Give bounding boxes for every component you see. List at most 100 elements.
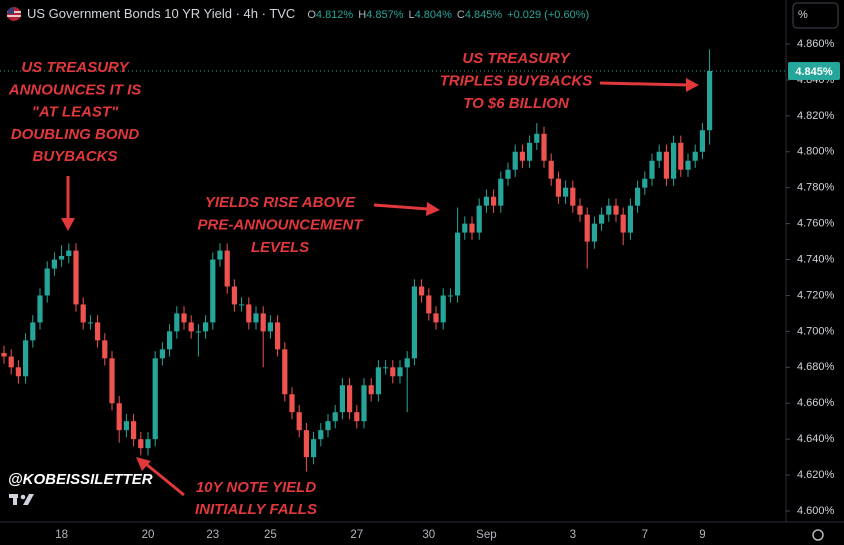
candle-body xyxy=(23,340,29,377)
y-tick-label: 4.720% xyxy=(797,289,835,301)
candle-body xyxy=(469,223,475,233)
candle-body xyxy=(656,151,662,161)
ohlc-value: 4.857% xyxy=(366,9,404,21)
annotation-line: YIELDS RISE ABOVE xyxy=(205,194,356,211)
candle-body xyxy=(282,349,288,395)
candle-body xyxy=(275,322,281,350)
annotation-line: PRE-ANNOUNCEMENT xyxy=(198,216,365,233)
candle-body xyxy=(361,385,367,422)
annotation-line: 10Y NOTE YIELD xyxy=(196,479,316,496)
candle-body xyxy=(152,358,158,440)
candle-body xyxy=(239,304,245,306)
candle-body xyxy=(1,352,7,357)
candle-body xyxy=(584,214,590,242)
candle-body xyxy=(707,70,713,131)
candle-body xyxy=(217,250,223,260)
candle-body xyxy=(548,160,554,179)
watermark: @KOBEISSILETTER xyxy=(8,471,153,488)
candle-body xyxy=(123,421,129,431)
candle-body xyxy=(289,394,295,413)
candle-body xyxy=(685,160,691,170)
ohlc-key: O xyxy=(307,9,316,21)
last-price-box xyxy=(788,61,840,80)
candle-body xyxy=(663,151,669,179)
x-tick-label: 3 xyxy=(570,529,576,541)
candle-body xyxy=(411,286,417,359)
candle-body xyxy=(404,358,410,368)
x-tick-label: 27 xyxy=(350,529,363,541)
ohlc-key: H xyxy=(358,9,366,21)
candle-body xyxy=(476,205,482,233)
annotation-line: US TREASURY xyxy=(462,50,571,67)
candle-body xyxy=(527,142,533,161)
annotation-line: TO $6 BILLION xyxy=(463,95,570,112)
candle-body xyxy=(692,151,698,161)
candle-body xyxy=(699,130,705,152)
candle-body xyxy=(339,385,345,413)
y-tick-label: 4.600% xyxy=(797,505,835,517)
x-tick-label: 20 xyxy=(142,529,155,541)
candle-body xyxy=(167,331,173,350)
scale-button-label[interactable]: % xyxy=(798,9,808,21)
change: +0.029 (+0.60%) xyxy=(507,9,589,21)
candle-body xyxy=(613,205,619,215)
candle-body xyxy=(563,187,569,197)
candle-body xyxy=(80,304,86,323)
settings-icon[interactable] xyxy=(812,529,824,541)
y-tick-label: 4.860% xyxy=(797,38,835,50)
x-tick-label: 18 xyxy=(55,529,68,541)
candle-body xyxy=(260,313,266,332)
candle-body xyxy=(368,385,374,395)
candle-body xyxy=(347,385,353,413)
ohlc-key: C xyxy=(457,9,465,21)
candle-body xyxy=(383,367,389,369)
candle-body xyxy=(95,322,101,341)
ohlc-key: L xyxy=(408,9,414,21)
candle-body xyxy=(390,367,396,377)
y-tick-label: 4.700% xyxy=(797,325,835,337)
candle-body xyxy=(642,178,648,188)
candle-body xyxy=(51,259,57,269)
x-tick-label: 30 xyxy=(422,529,435,541)
candle-body xyxy=(8,356,14,368)
candle-body xyxy=(66,250,72,256)
candle-body xyxy=(440,295,446,323)
candle-body xyxy=(131,421,137,440)
candle-body xyxy=(188,322,194,332)
candle-body xyxy=(210,259,216,323)
candle-body xyxy=(455,232,461,296)
ohlc-value: 4.845% xyxy=(465,9,503,21)
y-tick-label: 4.660% xyxy=(797,397,835,409)
candle-body xyxy=(195,331,201,333)
y-tick-label: 4.760% xyxy=(797,218,835,230)
y-tick-label: 4.820% xyxy=(797,110,835,122)
scale-button[interactable] xyxy=(792,2,839,29)
candle-body xyxy=(87,322,93,324)
x-tick-label: 25 xyxy=(264,529,277,541)
candle-body xyxy=(433,313,439,323)
candle-body xyxy=(570,187,576,206)
candle-body xyxy=(246,304,252,323)
y-tick-label: 4.800% xyxy=(797,146,835,158)
flag-icon xyxy=(7,7,21,21)
candle-body xyxy=(318,430,324,440)
annotation-line: "AT LEAST" xyxy=(32,104,119,121)
candle-body xyxy=(505,169,511,179)
y-tick-label: 4.620% xyxy=(797,469,835,481)
candle-body xyxy=(627,205,633,233)
x-tick-label: 9 xyxy=(699,529,705,541)
candle-body xyxy=(541,133,547,161)
candle-body xyxy=(181,313,187,323)
candle-body xyxy=(447,295,453,297)
candle-body xyxy=(267,322,273,332)
candle-body xyxy=(224,250,230,287)
candle-body xyxy=(419,286,425,296)
candle-body xyxy=(253,313,259,323)
candle-body xyxy=(44,268,50,296)
candle-body xyxy=(102,340,108,359)
candle-body xyxy=(462,223,468,233)
candle-body xyxy=(620,214,626,233)
candle-body xyxy=(30,322,36,341)
ohlc-value: 4.804% xyxy=(415,9,453,21)
